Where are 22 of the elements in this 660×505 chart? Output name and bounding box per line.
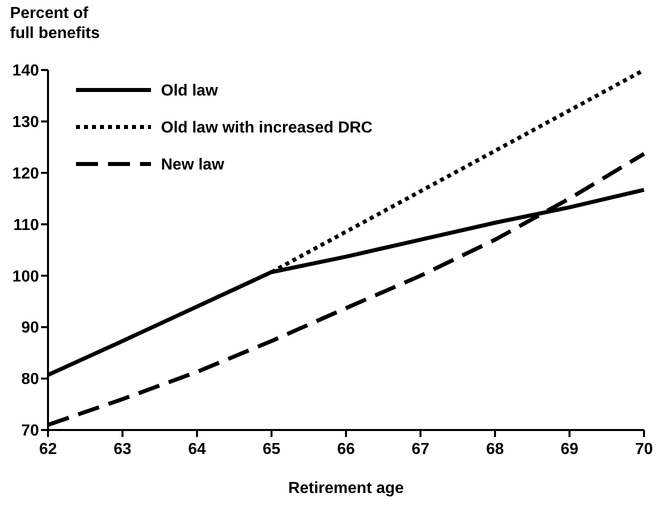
y-tick-label: 130 [12,114,40,132]
x-tick-label: 63 [114,441,132,458]
legend-label: New law [161,156,225,174]
legend-label: Old law [161,82,218,100]
y-tick-label: 70 [21,422,40,440]
y-tick-label: 80 [21,371,40,388]
legend-label: Old law with increased DRC [161,120,374,137]
y-tick-label: 120 [12,165,40,182]
y-tick-label: 140 [12,62,40,80]
x-tick-label: 68 [486,441,504,458]
y-tick-label: 100 [12,268,40,286]
x-tick-label: 66 [337,441,355,458]
x-tick-label: 70 [635,441,653,458]
x-axis-title: Retirement age [288,480,404,497]
x-tick-label: 62 [39,441,57,458]
y-axis-title: Percent of full benefits [10,5,100,42]
y-tick-label: 110 [13,216,40,234]
y-tick-label: 90 [21,320,40,337]
x-tick-label: 67 [412,441,430,458]
x-tick-label: 65 [262,441,280,458]
x-tick-label: 69 [560,441,578,458]
x-tick-label: 64 [188,441,206,458]
